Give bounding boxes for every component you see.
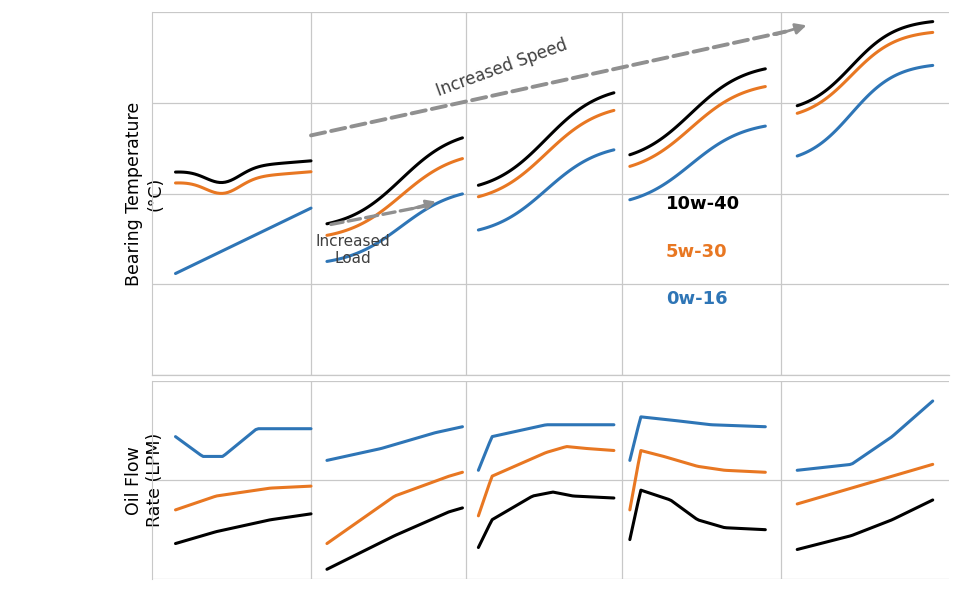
Text: Increased
Load: Increased Load <box>316 233 390 266</box>
Y-axis label: Oil Flow
Rate (LPM): Oil Flow Rate (LPM) <box>125 433 164 527</box>
Text: 5w-30: 5w-30 <box>665 243 727 261</box>
Text: Increased Speed: Increased Speed <box>434 36 570 100</box>
Text: 10w-40: 10w-40 <box>665 196 739 213</box>
Y-axis label: Bearing Temperature
(°C): Bearing Temperature (°C) <box>125 102 164 285</box>
Text: 0w-16: 0w-16 <box>665 290 727 308</box>
